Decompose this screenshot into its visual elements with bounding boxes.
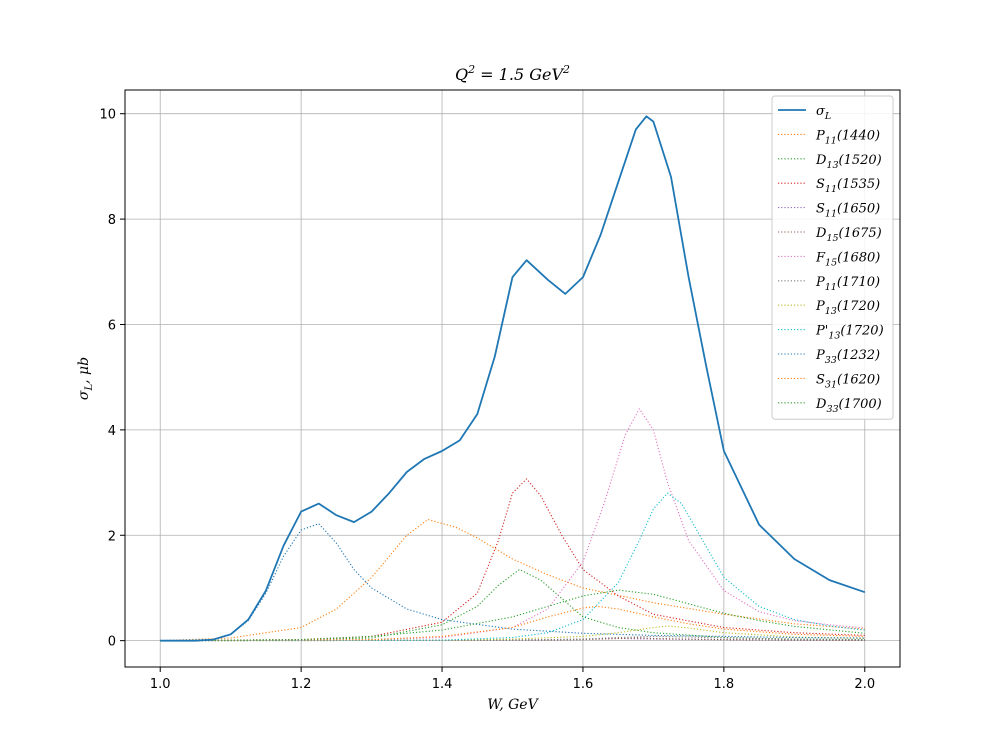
y-tick-label: 0 [108, 635, 116, 650]
legend-label: D33(1700) [815, 397, 882, 415]
x-tick-label: 1.2 [291, 677, 312, 692]
legend-label: S11(1650) [816, 202, 880, 220]
x-tick-label: 1.6 [573, 677, 594, 692]
x-axis-title: W, GeV [487, 697, 539, 713]
y-axis-title: σL, μb [76, 357, 95, 400]
legend-label: D15(1675) [815, 226, 882, 244]
series-line-f15-1680- [160, 408, 865, 642]
legend-label: σL [816, 104, 831, 122]
legend-label: S31(1620) [816, 372, 880, 390]
y-tick-label: 4 [108, 424, 116, 439]
series-line-p11-1440- [160, 518, 865, 642]
series-line-p13-1720- [160, 625, 865, 642]
legend-label: P'13(1720) [815, 324, 884, 342]
legend-box [771, 95, 894, 420]
legend-label: P13(1720) [815, 299, 880, 317]
y-tick-label: 10 [99, 108, 116, 123]
series-line-d33-1700- [160, 589, 865, 642]
axis-ticks: 1.0 1.2 1.4 1.6 1.8 2.0 0 2 4 6 8 10 [99, 108, 875, 692]
legend-label: D13(1520) [815, 153, 882, 171]
legend-label: S11(1535) [816, 177, 880, 195]
y-tick-label: 8 [108, 213, 116, 228]
legend-label: P33(1232) [815, 348, 880, 366]
legend-label: P11(1440) [815, 128, 880, 146]
series-line-p11-1710- [160, 635, 865, 642]
series-line-p33-1232- [160, 523, 865, 642]
series-line-s31-1620- [160, 605, 865, 642]
x-tick-label: 1.4 [432, 677, 453, 692]
x-tick-label: 1.8 [714, 677, 735, 692]
legend-label: F15(1680) [815, 250, 880, 268]
legend-label: P11(1710) [815, 275, 880, 293]
legend: σL P11(1440) D13(1520) S11(1535) S11(1650) D1… [771, 95, 894, 420]
x-tick-label: 1.0 [150, 677, 171, 692]
y-tick-label: 6 [108, 318, 116, 333]
plot-frame [124, 89, 901, 668]
series-layer [160, 115, 866, 642]
series-line-s11-1535- [160, 478, 865, 642]
series-line-p-13-1720- [160, 492, 865, 642]
series-line--l [160, 115, 866, 642]
chart-title: Q2 = 1.5 GeV2 [455, 63, 570, 84]
x-tick-label: 2.0 [854, 677, 875, 692]
y-tick-label: 2 [108, 529, 116, 544]
